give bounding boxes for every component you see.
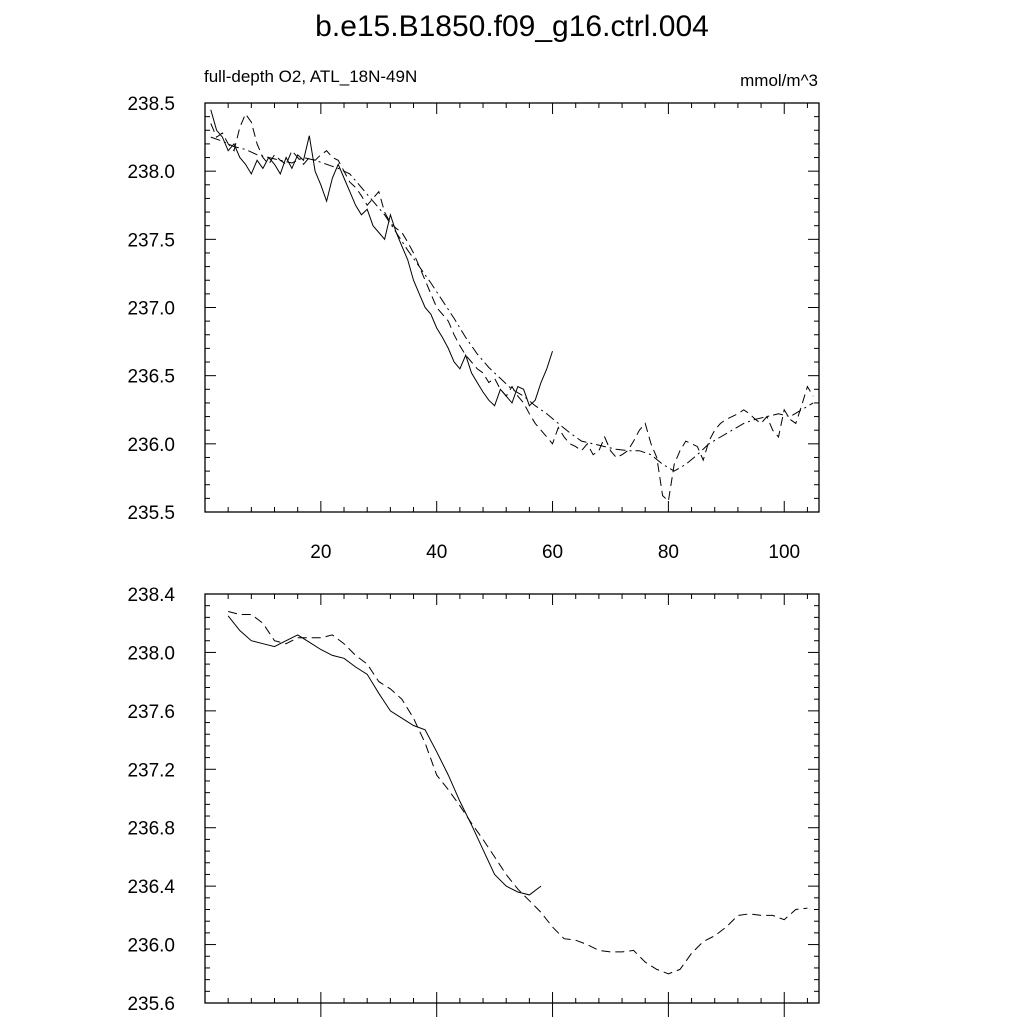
- y-tick-label: 236.0: [127, 435, 175, 456]
- y-tick-label: 237.6: [127, 702, 175, 723]
- y-tick-label: 236.4: [127, 877, 175, 898]
- x-tick-label: 40: [426, 542, 447, 563]
- series-line-solid: [210, 109, 553, 407]
- subtitle-left: full-depth O2, ATL_18N-49N: [204, 67, 417, 86]
- top-panel: 20 40 60 80 100 235.5 236.0 236.5 237.0 237.5 238.…: [127, 94, 820, 563]
- x-tick-label: 80: [658, 542, 679, 563]
- y-tick-label: 238.0: [127, 162, 175, 183]
- bottom-panel: 235.6 236.0 236.4 236.8 237.2 237.6 238.0 238.4: [127, 585, 820, 1017]
- plot-frame: [204, 102, 820, 513]
- y-tick-label: 237.0: [127, 299, 175, 320]
- x-tick-label: 100: [768, 542, 800, 563]
- y-tick-label: 238.5: [127, 94, 175, 115]
- series-line-solid: [227, 615, 542, 896]
- y-tick-label: 235.5: [127, 503, 175, 524]
- y-tick-label: 236.0: [127, 936, 175, 957]
- series-line-dashdot: [210, 136, 814, 472]
- x-tick-label: 60: [542, 542, 563, 563]
- series-line-dashed: [210, 112, 814, 503]
- y-tick-label: 235.6: [127, 994, 175, 1015]
- y-tick-label: 238.4: [127, 585, 175, 606]
- y-tick-label: 238.0: [127, 643, 175, 664]
- subtitle-right-units: mmol/m^3: [740, 71, 818, 90]
- plot-frame: [204, 593, 820, 1004]
- figure-title: b.e15.B1850.f09_g16.ctrl.004: [315, 10, 709, 43]
- x-tick-label: 20: [310, 542, 331, 563]
- y-tick-label: 237.5: [127, 230, 175, 251]
- y-tick-label: 237.2: [127, 760, 175, 781]
- y-tick-label: 236.5: [127, 367, 175, 388]
- y-tick-label: 236.8: [127, 819, 175, 840]
- series-line-dashed: [228, 611, 808, 975]
